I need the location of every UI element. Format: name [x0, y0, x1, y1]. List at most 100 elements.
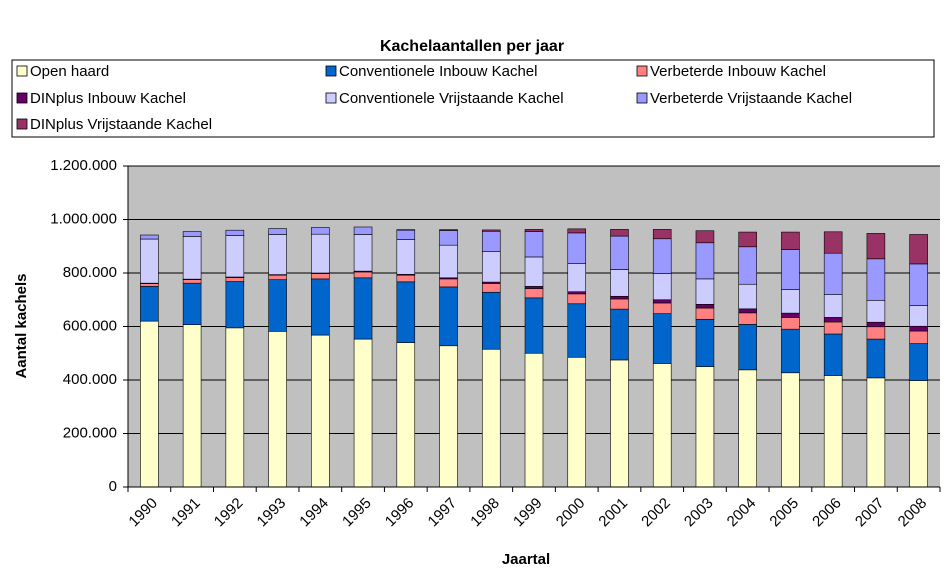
bar-segment — [909, 330, 928, 344]
bar-segment — [225, 327, 245, 488]
legend-label: DINplus Vrijstaande Kachel — [30, 116, 212, 133]
legend-label: Conventionele Vrijstaande Kachel — [339, 90, 564, 107]
bar-segment — [823, 294, 843, 318]
bar-segment — [396, 342, 416, 488]
bar-segment — [610, 235, 629, 270]
bar-segment — [823, 333, 843, 376]
x-tick-label: 1996 — [382, 495, 418, 531]
bar-segment — [524, 256, 544, 287]
bar-segment — [396, 281, 416, 343]
bar-segment — [524, 352, 544, 488]
legend-label: Conventionele Inbouw Kachel — [339, 63, 537, 80]
bar-segment — [353, 277, 373, 340]
bar-segment — [823, 252, 843, 295]
legend-label: Open haard — [30, 63, 109, 80]
bar-segment — [610, 308, 629, 361]
bar-segment — [140, 238, 159, 284]
bar-segment — [268, 274, 287, 280]
bar-segment — [909, 325, 928, 332]
bar-segment — [781, 317, 800, 330]
bar-segment — [652, 363, 672, 488]
legend-label: Verbeterde Inbouw Kachel — [650, 63, 826, 80]
x-tick-label: 2006 — [809, 495, 845, 531]
x-tick-label: 1990 — [125, 495, 161, 531]
bar-segment — [182, 236, 202, 280]
bar-segment — [781, 231, 800, 250]
bar-segment — [311, 233, 330, 274]
bar-segment — [567, 228, 587, 234]
x-tick-label: 1997 — [425, 495, 461, 531]
bar-segment — [781, 249, 800, 290]
bar-segment — [225, 229, 245, 236]
bar-segment — [439, 230, 458, 246]
bar-segment — [268, 279, 287, 332]
bar-segment — [695, 307, 715, 320]
bar-segment — [610, 359, 629, 488]
legend-label: Verbeterde Vrijstaande Kachel — [650, 90, 852, 107]
bar-segment — [823, 321, 843, 335]
bar-segment — [353, 234, 373, 272]
x-tick-label: 1993 — [254, 495, 290, 531]
bar-segment — [182, 279, 202, 284]
bar-segment — [524, 288, 544, 299]
bar-segment — [567, 263, 587, 293]
bar-segment — [353, 338, 373, 488]
bar-segment — [909, 305, 928, 327]
x-tick-label: 1992 — [211, 495, 247, 531]
bar-segment — [481, 291, 501, 350]
bar-segment — [866, 321, 886, 328]
y-tick-label: 400.000 — [63, 371, 117, 388]
bar-segment — [524, 297, 544, 354]
y-tick-label: 800.000 — [63, 264, 117, 281]
bar-segment — [652, 302, 672, 314]
bar-segment — [866, 326, 886, 340]
bar-segment — [524, 231, 544, 258]
bar-segment — [524, 229, 544, 232]
bar-segment — [439, 278, 458, 288]
bar-segment — [738, 283, 757, 310]
bar-segment — [439, 244, 458, 279]
x-tick-label: 1991 — [168, 495, 204, 531]
legend-swatch — [325, 92, 337, 104]
bar-segment — [481, 251, 501, 283]
bar-segment — [738, 308, 757, 314]
bar-segment — [140, 283, 159, 287]
bar-segment — [353, 271, 373, 279]
x-tick-label: 1994 — [296, 495, 332, 531]
bar-segment — [823, 375, 843, 488]
bar-segment — [140, 234, 159, 240]
y-tick-label: 0 — [109, 478, 117, 495]
bar-segment — [823, 231, 843, 254]
bar-segment — [695, 366, 715, 488]
bar-segment — [311, 278, 330, 336]
bar-segment — [909, 380, 928, 488]
bar-segment — [182, 231, 202, 237]
x-tick-label: 1995 — [339, 495, 375, 531]
bar-segment — [268, 234, 287, 275]
bar-segment — [695, 230, 715, 244]
bar-segment — [140, 286, 159, 322]
bar-segment — [738, 369, 757, 488]
bar-segment — [268, 331, 287, 488]
bar-segment — [866, 338, 886, 379]
bar-segment — [396, 229, 416, 231]
bar-segment — [481, 229, 501, 232]
bar-segment — [610, 229, 629, 237]
y-tick-label: 1.000.000 — [50, 210, 117, 227]
bar-segment — [567, 232, 587, 264]
y-axis-title: Aantal kachels — [13, 273, 30, 378]
legend-box — [11, 59, 935, 138]
bar-segment — [567, 303, 587, 358]
bar-segment — [268, 228, 287, 235]
bar-segment — [909, 343, 928, 381]
x-tick-label: 1999 — [510, 495, 546, 531]
x-tick-label: 2004 — [724, 495, 760, 531]
bar-segment — [695, 318, 715, 367]
bar-segment — [610, 269, 629, 297]
legend-swatch — [16, 65, 28, 77]
bar-segment — [610, 298, 629, 310]
bar-segment — [738, 246, 757, 285]
bar-segment — [524, 286, 544, 289]
x-tick-label: 2008 — [895, 495, 931, 531]
